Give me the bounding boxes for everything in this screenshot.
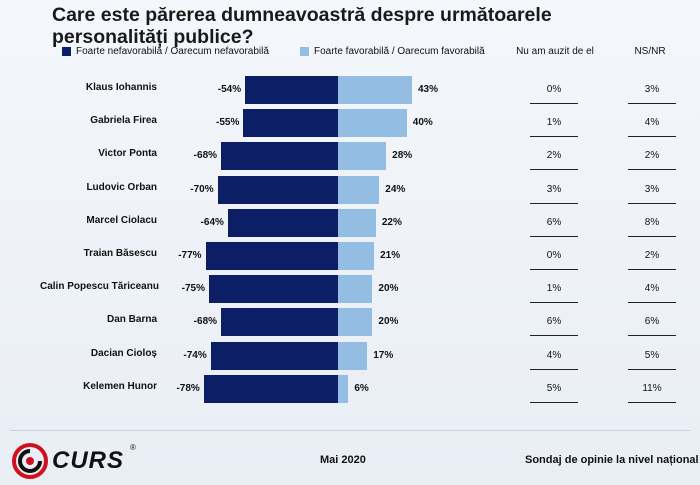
data-label-negative: -70% — [190, 183, 214, 195]
cell-nu-am-auzit: 1% — [530, 275, 578, 304]
category-label: Marcel Ciolacu — [86, 214, 157, 226]
chart-row: Kelemen Hunor -78% 6% 5% 11% — [0, 374, 700, 403]
data-label-positive: 6% — [354, 382, 369, 394]
category-label: Dan Barna — [106, 314, 157, 326]
bar-positive — [338, 308, 373, 337]
category-label: Klaus Iohannis — [85, 82, 157, 93]
legend-swatch-negative — [62, 47, 71, 56]
footer-note: Sondaj de opinie la nivel național — [525, 454, 699, 466]
legend-label-negative: Foarte nefavorabilă / Oarecum nefavorabi… — [76, 46, 269, 57]
cell-nu-am-auzit: 6% — [530, 209, 578, 237]
bar-positive — [338, 142, 387, 171]
cell-ns-nr: 2% — [628, 142, 676, 171]
bar-positive — [338, 242, 375, 270]
curs-logo: CURS ® — [12, 443, 136, 479]
data-label-negative: -78% — [176, 382, 200, 394]
cell-nu-am-auzit: 5% — [530, 375, 578, 403]
chart-row: Marcel Ciolacu -64% 22% 6% 8% — [0, 208, 700, 237]
category-label: Calin Popescu Tăriceanu — [40, 281, 159, 293]
cell-nu-am-auzit: 2% — [530, 142, 578, 171]
data-label-positive: 28% — [392, 150, 413, 162]
column-header-ns-nr: NS/NR — [634, 46, 666, 57]
bar-positive — [338, 374, 349, 403]
bar-negative — [205, 242, 338, 270]
cell-nu-am-auzit: 1% — [530, 109, 578, 138]
cell-ns-nr: 6% — [628, 308, 676, 337]
bar-negative — [245, 76, 338, 104]
chart-row: Ludovic Orban -70% 24% 3% 3% — [0, 175, 700, 204]
category-label: Gabriela Firea — [90, 115, 157, 127]
footer: CURS ® Mai 2020 Sondaj de opinie la nive… — [0, 420, 700, 485]
data-label-negative: -54% — [217, 84, 242, 95]
data-label-positive: 20% — [378, 316, 399, 328]
cell-ns-nr: 11% — [628, 375, 676, 403]
chart-row: Dacian Cioloș -74% 17% 4% 5% — [0, 341, 700, 370]
data-label-negative: -77% — [178, 250, 202, 261]
data-label-positive: 40% — [412, 117, 433, 129]
category-label: Traian Băsescu — [83, 248, 157, 259]
chart-row: Traian Băsescu -77% 21% 0% 2% — [0, 242, 700, 270]
bar-positive — [338, 208, 376, 237]
bar-negative — [210, 341, 338, 370]
legend-swatch-positive — [300, 47, 309, 56]
cell-nu-am-auzit: 3% — [530, 176, 578, 204]
cell-ns-nr: 3% — [628, 76, 676, 104]
cell-ns-nr: 4% — [628, 109, 676, 138]
data-label-positive: 24% — [385, 183, 406, 195]
bar-negative — [221, 142, 338, 171]
cell-ns-nr: 5% — [628, 342, 676, 370]
cell-nu-am-auzit: 6% — [530, 308, 578, 337]
data-label-negative: -55% — [216, 117, 240, 129]
chart-row: Dan Barna -68% 20% 6% 6% — [0, 308, 700, 337]
cell-nu-am-auzit: 4% — [530, 342, 578, 370]
data-label-positive: 43% — [417, 84, 438, 95]
footer-date: Mai 2020 — [320, 454, 366, 466]
chart-row: Klaus Iohannis -54% 43% 0% 3% — [0, 76, 700, 104]
curs-logo-mark-icon — [12, 443, 48, 479]
data-label-negative: -75% — [181, 283, 205, 295]
cell-ns-nr: 4% — [628, 275, 676, 304]
data-label-negative: -64% — [200, 216, 224, 228]
bar-positive — [338, 109, 407, 138]
cell-nu-am-auzit: 0% — [530, 242, 578, 270]
data-label-negative: -74% — [183, 349, 207, 361]
legend-label-positive: Foarte favorabilă / Oarecum favorabilă — [314, 46, 485, 57]
bar-negative — [209, 275, 338, 304]
cell-ns-nr: 2% — [628, 242, 676, 270]
bar-positive — [338, 76, 412, 104]
cell-ns-nr: 8% — [628, 209, 676, 237]
category-label: Ludovic Orban — [86, 181, 157, 193]
column-header-nu-am-auzit: Nu am auzit de el — [516, 46, 594, 57]
chart-row: Calin Popescu Tăriceanu -75% 20% 1% 4% — [0, 275, 700, 304]
data-label-positive: 21% — [380, 250, 401, 261]
data-label-positive: 17% — [373, 349, 394, 361]
bar-negative — [203, 374, 338, 403]
bar-positive — [338, 275, 373, 304]
data-label-negative: -68% — [193, 150, 218, 162]
chart-row: Victor Ponta -68% 28% 2% 2% — [0, 142, 700, 171]
bar-positive — [338, 175, 380, 204]
cell-ns-nr: 3% — [628, 176, 676, 204]
bar-negative — [243, 109, 338, 138]
bar-negative — [221, 308, 338, 337]
curs-logo-text: CURS — [52, 447, 125, 474]
data-label-negative: -68% — [193, 316, 218, 328]
registered-mark: ® — [130, 443, 136, 452]
footer-divider — [10, 430, 690, 431]
legend-positive: Foarte favorabilă / Oarecum favorabilă — [300, 46, 485, 57]
bar-negative — [217, 175, 338, 204]
cell-nu-am-auzit: 0% — [530, 76, 578, 104]
category-label: Dacian Cioloș — [90, 347, 157, 359]
category-label: Victor Ponta — [98, 148, 157, 160]
chart-title: Care este părerea dumneavoastră despre u… — [52, 4, 552, 48]
data-label-positive: 22% — [381, 216, 402, 228]
data-label-positive: 20% — [378, 283, 399, 295]
bar-positive — [338, 341, 368, 370]
chart-row: Gabriela Firea -55% 40% 1% 4% — [0, 109, 700, 138]
bar-negative — [227, 208, 338, 237]
legend-negative: Foarte nefavorabilă / Oarecum nefavorabi… — [62, 46, 269, 57]
category-label: Kelemen Hunor — [83, 380, 157, 392]
